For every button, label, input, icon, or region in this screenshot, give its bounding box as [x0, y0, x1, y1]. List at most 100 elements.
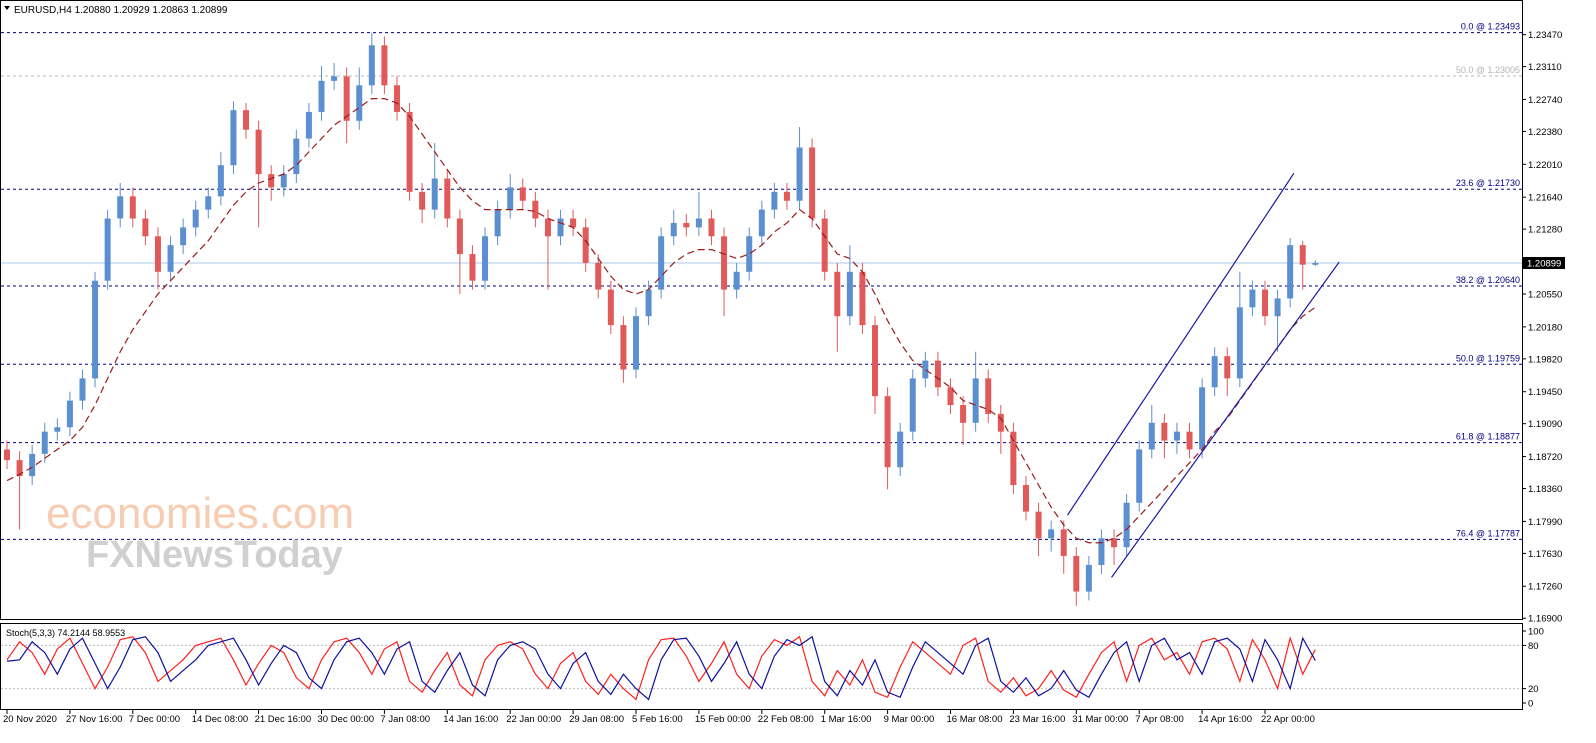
candle-body — [544, 218, 551, 237]
candle-body — [494, 209, 501, 237]
candle-body — [1249, 289, 1256, 308]
x-tick-label: 22 Apr 00:00 — [1261, 714, 1315, 725]
candle-body — [557, 218, 564, 237]
candle-body — [1098, 538, 1105, 565]
candle-body — [243, 110, 250, 130]
candle-body — [79, 378, 86, 401]
candle-body — [419, 191, 426, 210]
fib-label: 38.2 @ 1.20640 — [1456, 275, 1520, 285]
candle-body — [368, 45, 375, 86]
candle-body — [205, 196, 212, 210]
candle-body — [633, 316, 639, 370]
x-tick-label: 23 Mar 16:00 — [1009, 714, 1065, 725]
candle-body — [834, 271, 841, 317]
candle-body — [104, 218, 111, 281]
candle-body — [620, 325, 627, 370]
candle-body — [960, 405, 967, 423]
x-tick-label: 9 Mar 00:00 — [884, 714, 935, 725]
candle-body — [872, 325, 879, 397]
candle-body — [1048, 529, 1055, 539]
candle-body — [1312, 263, 1319, 265]
candle-body — [708, 218, 715, 237]
candle-body — [41, 431, 48, 454]
candle-body — [695, 218, 702, 228]
candle-body — [519, 187, 526, 201]
candle-body — [947, 387, 954, 406]
candle-body — [154, 236, 161, 272]
candle-body — [192, 209, 199, 228]
candle-body — [1236, 307, 1243, 379]
candle-body — [934, 360, 941, 388]
y-tick-label: 1.17260 — [1528, 582, 1562, 593]
x-tick-label: 14 Jan 16:00 — [443, 714, 498, 725]
x-tick-label: 22 Jan 00:00 — [506, 714, 561, 725]
x-tick-label: 7 Jan 08:00 — [380, 714, 430, 725]
candle-body — [1173, 431, 1180, 441]
candle-body — [356, 85, 363, 121]
candle-body — [29, 453, 36, 477]
candle-body — [746, 236, 753, 272]
candle-body — [1035, 511, 1042, 539]
candle-body — [1287, 245, 1294, 299]
candle-body — [997, 413, 1004, 432]
y-tick-label: 1.23470 — [1528, 30, 1562, 41]
candle-body — [721, 236, 728, 290]
y-tick-label: 1.22740 — [1528, 95, 1562, 106]
candle-body — [66, 400, 73, 428]
candle-body — [859, 271, 866, 326]
candle-body — [16, 460, 23, 477]
candle-body — [255, 129, 262, 175]
candle-body — [343, 76, 350, 121]
candle-body — [570, 218, 577, 228]
symbol-title: EURUSD,H4 1.20880 1.20929 1.20863 1.2089… — [14, 5, 228, 16]
candle-body — [1085, 564, 1092, 592]
candle-body — [117, 196, 124, 219]
stoch-line — [6, 635, 1316, 701]
candle-body — [897, 431, 904, 468]
y-tick-label: 1.22010 — [1528, 160, 1562, 171]
candle-body — [167, 245, 174, 272]
candle-body — [758, 209, 765, 237]
y-tick-label: 1.21640 — [1528, 193, 1562, 204]
y-tick-label: 20 — [1528, 684, 1539, 695]
y-tick-label: 0 — [1528, 699, 1533, 710]
x-tick-label: 1 Mar 16:00 — [821, 714, 872, 725]
candle-body — [846, 271, 853, 317]
menu-triangle[interactable] — [4, 6, 10, 10]
moving-average — [6, 97, 1316, 544]
fib-label: 0.0 @ 1.23493 — [1461, 22, 1520, 32]
candle-body — [909, 378, 916, 432]
candle-body — [431, 178, 438, 210]
candle-body — [217, 165, 224, 197]
candle-body — [142, 218, 149, 237]
last-price-box — [1523, 257, 1565, 270]
candle-body — [482, 236, 489, 281]
x-tick-label: 20 Nov 2020 — [3, 714, 57, 725]
candle-body — [1224, 356, 1231, 379]
candle-body — [180, 227, 187, 246]
candle-body — [1274, 298, 1281, 317]
candle-body — [595, 262, 602, 290]
fib-label: 50.0 @ 1.19759 — [1456, 353, 1520, 363]
candle-body — [1199, 387, 1206, 450]
candle-body — [783, 191, 790, 201]
x-tick-label: 14 Dec 08:00 — [192, 714, 249, 725]
candle-body — [658, 236, 665, 290]
x-tick-label: 22 Feb 08:00 — [758, 714, 814, 725]
candle-body — [884, 396, 891, 468]
stoch-line — [6, 635, 1316, 701]
y-tick-label: 1.17990 — [1528, 517, 1562, 528]
candle-body — [809, 147, 816, 219]
candle-body — [4, 449, 10, 461]
candle-body — [821, 218, 828, 272]
candle-body — [331, 76, 338, 81]
y-tick-label: 1.19820 — [1528, 354, 1562, 365]
watermark: economies.com FXNewsToday — [46, 489, 354, 576]
fib-label: 76.4 @ 1.17787 — [1456, 528, 1520, 538]
x-tick-label: 15 Feb 00:00 — [695, 714, 751, 725]
candle-body — [469, 254, 476, 281]
candle-body — [293, 138, 300, 175]
candle-body — [1148, 422, 1155, 450]
